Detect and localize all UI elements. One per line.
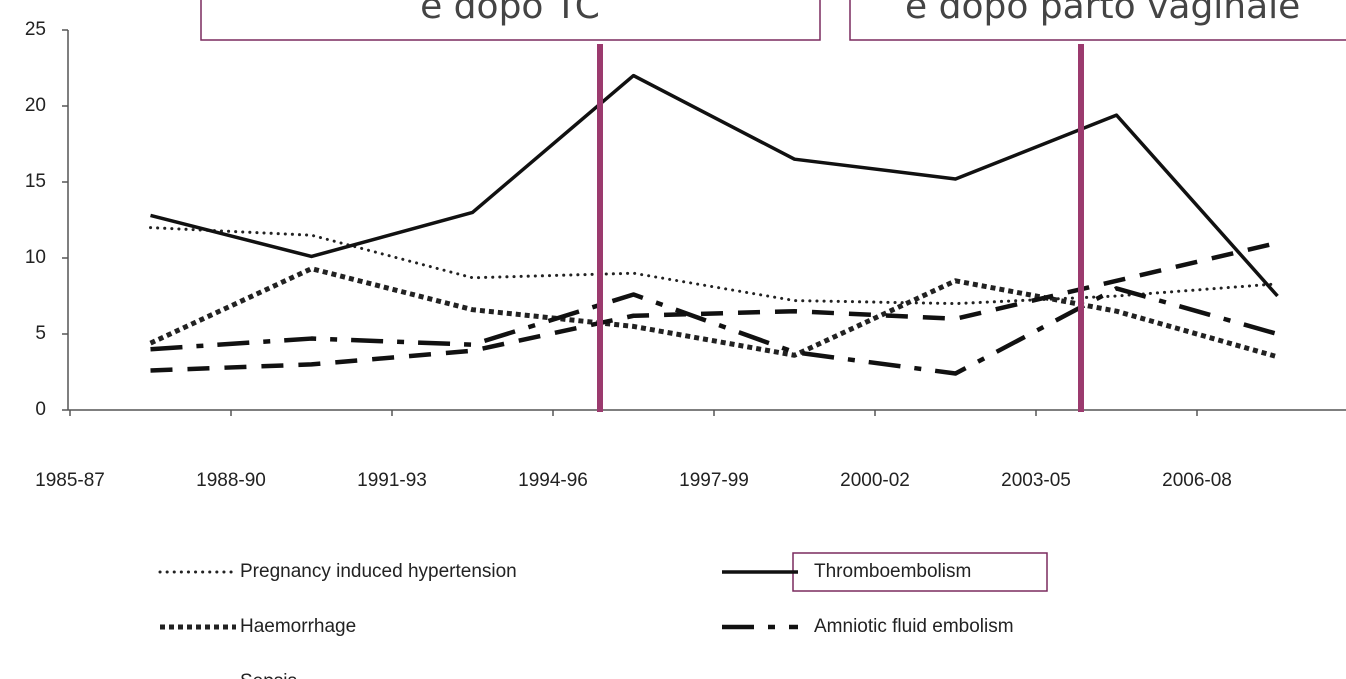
- x-tick-label: 2000-02: [840, 470, 910, 491]
- series-line: [150, 286, 1279, 376]
- annotation: e dopo parto vaginale: [905, 0, 1300, 27]
- legend-label: Amniotic fluid embolism: [814, 616, 1014, 637]
- annotation: e dopo TC: [420, 0, 600, 27]
- y-tick-label: 0: [35, 399, 46, 420]
- series-line: [150, 73, 1279, 298]
- x-tick-label: 1988-90: [196, 470, 266, 491]
- y-tick-label: 15: [25, 171, 46, 192]
- legend-label: Sepsis: [240, 671, 297, 679]
- x-tick-label: 2006-08: [1162, 470, 1232, 491]
- y-tick-label: 25: [25, 19, 46, 40]
- series-line: [149, 266, 1279, 360]
- x-tick-label: 2003-05: [1001, 470, 1071, 491]
- x-tick-label: 1994-96: [518, 470, 588, 491]
- annotation-box: [200, 0, 821, 41]
- y-tick-label: 5: [35, 323, 46, 344]
- y-tick-label: 20: [25, 95, 46, 116]
- x-tick-label: 1997-99: [679, 470, 749, 491]
- x-tick-label: 1985-87: [35, 470, 105, 491]
- x-tick-label: 1991-93: [357, 470, 427, 491]
- annotation-box: [849, 0, 1346, 41]
- series-line: [149, 226, 1279, 306]
- legend-label: Pregnancy induced hypertension: [240, 561, 517, 582]
- legend-label: Thromboembolism: [814, 561, 971, 582]
- legend-label: Haemorrhage: [240, 616, 356, 637]
- series-line: [150, 240, 1279, 373]
- y-tick-label: 10: [25, 247, 46, 268]
